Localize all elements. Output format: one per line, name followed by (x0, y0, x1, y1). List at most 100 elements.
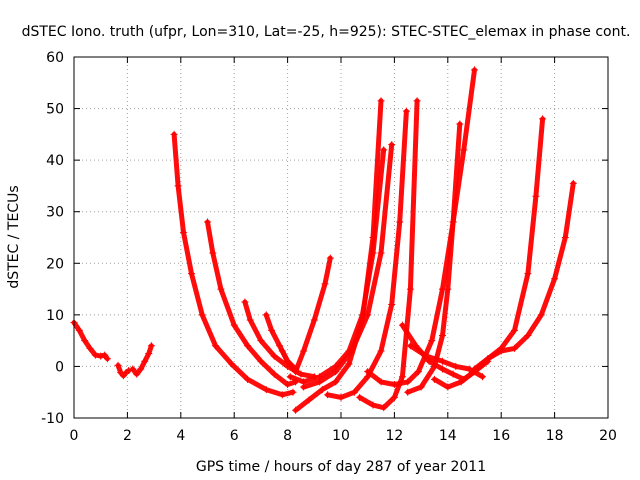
data-point (398, 321, 406, 329)
data-point (444, 285, 452, 293)
axis-ticks (73, 56, 609, 419)
series-pass-04 (170, 130, 297, 399)
data-point (364, 311, 372, 319)
data-point (268, 326, 276, 334)
data-point (129, 365, 137, 373)
data-point (170, 130, 178, 138)
data-point (257, 337, 265, 345)
x-tick-label: 4 (176, 428, 185, 444)
data-point (479, 373, 487, 381)
x-tick-label: 2 (123, 428, 132, 444)
data-point (270, 370, 278, 378)
series-pass-09 (292, 254, 334, 376)
data-point (460, 146, 468, 154)
data-point (217, 285, 225, 293)
data-point (452, 362, 460, 370)
series-trace (407, 343, 485, 380)
y-tick-label: 0 (55, 359, 64, 375)
data-point (257, 357, 265, 365)
data-point (310, 316, 318, 324)
data-point (404, 378, 412, 386)
data-point (380, 404, 388, 412)
data-point (532, 192, 540, 200)
data-point (324, 391, 332, 399)
data-point (198, 311, 206, 319)
series-pass-14 (356, 97, 421, 412)
data-point (147, 342, 155, 350)
data-point (179, 228, 187, 236)
data-point (284, 357, 292, 365)
series-pass-18 (406, 342, 487, 381)
series-pass-13 (324, 107, 410, 401)
data-point (187, 270, 195, 278)
data-point (244, 342, 252, 350)
data-point (326, 254, 334, 262)
data-point (75, 326, 83, 334)
data-point (396, 218, 404, 226)
data-point (350, 388, 358, 396)
data-point (413, 97, 421, 105)
data-point (345, 360, 353, 368)
y-tick-label: 30 (46, 205, 64, 221)
data-point (438, 357, 446, 365)
data-point (388, 141, 396, 149)
data-point (484, 355, 492, 363)
data-point (300, 347, 308, 355)
data-point (228, 360, 236, 368)
data-point (471, 365, 478, 373)
data-point (438, 365, 446, 373)
data-point (471, 66, 478, 74)
series-trace (287, 147, 387, 385)
data-point (91, 351, 99, 359)
data-point (404, 388, 412, 396)
data-point (81, 337, 89, 345)
y-tick-labels: -10 0 10 20 30 40 50 60 (41, 50, 64, 427)
data-point (449, 370, 457, 378)
data-point (103, 355, 111, 363)
data-point (133, 370, 141, 378)
data-point (569, 179, 577, 187)
data-point (297, 370, 305, 378)
data-point (316, 378, 324, 386)
data-point (414, 368, 422, 376)
series-trace (357, 98, 420, 411)
data-point (390, 393, 398, 401)
data-point (209, 249, 217, 257)
series-trace (293, 255, 333, 375)
data-point (284, 380, 292, 388)
data-point (428, 337, 436, 345)
data-point (145, 350, 153, 358)
data-point (561, 234, 569, 241)
series-pass-17 (404, 120, 464, 396)
data-point (444, 383, 452, 391)
x-tick-label: 14 (439, 428, 457, 444)
data-point (524, 270, 532, 278)
y-tick-label: 60 (46, 50, 64, 66)
series-pass-03 (129, 342, 155, 378)
data-point (292, 368, 300, 376)
data-point (137, 365, 145, 373)
data-point (430, 362, 438, 370)
data-point (212, 342, 220, 350)
series-trace (472, 180, 576, 372)
series-pass-11 (286, 146, 388, 386)
data-point (204, 218, 211, 226)
data-point (524, 331, 532, 339)
chart-title: dSTEC Iono. truth (ufpr, Lon=310, Lat=-2… (22, 24, 631, 40)
data-point (244, 375, 252, 383)
x-tick-label: 16 (492, 428, 510, 444)
series-trace (242, 299, 317, 380)
x-tick-labels: 0 2 4 6 8 10 12 14 16 18 20 (70, 428, 617, 444)
data-point (321, 280, 329, 288)
data-point (422, 352, 430, 360)
data-point (364, 368, 372, 376)
x-tick-label: 0 (70, 428, 79, 444)
series-pass-02 (114, 361, 133, 380)
data-point (262, 311, 270, 319)
data-point (438, 331, 446, 339)
data-point (305, 396, 313, 404)
series-trace (325, 108, 409, 400)
data-point (348, 347, 356, 355)
data-point (511, 326, 519, 334)
